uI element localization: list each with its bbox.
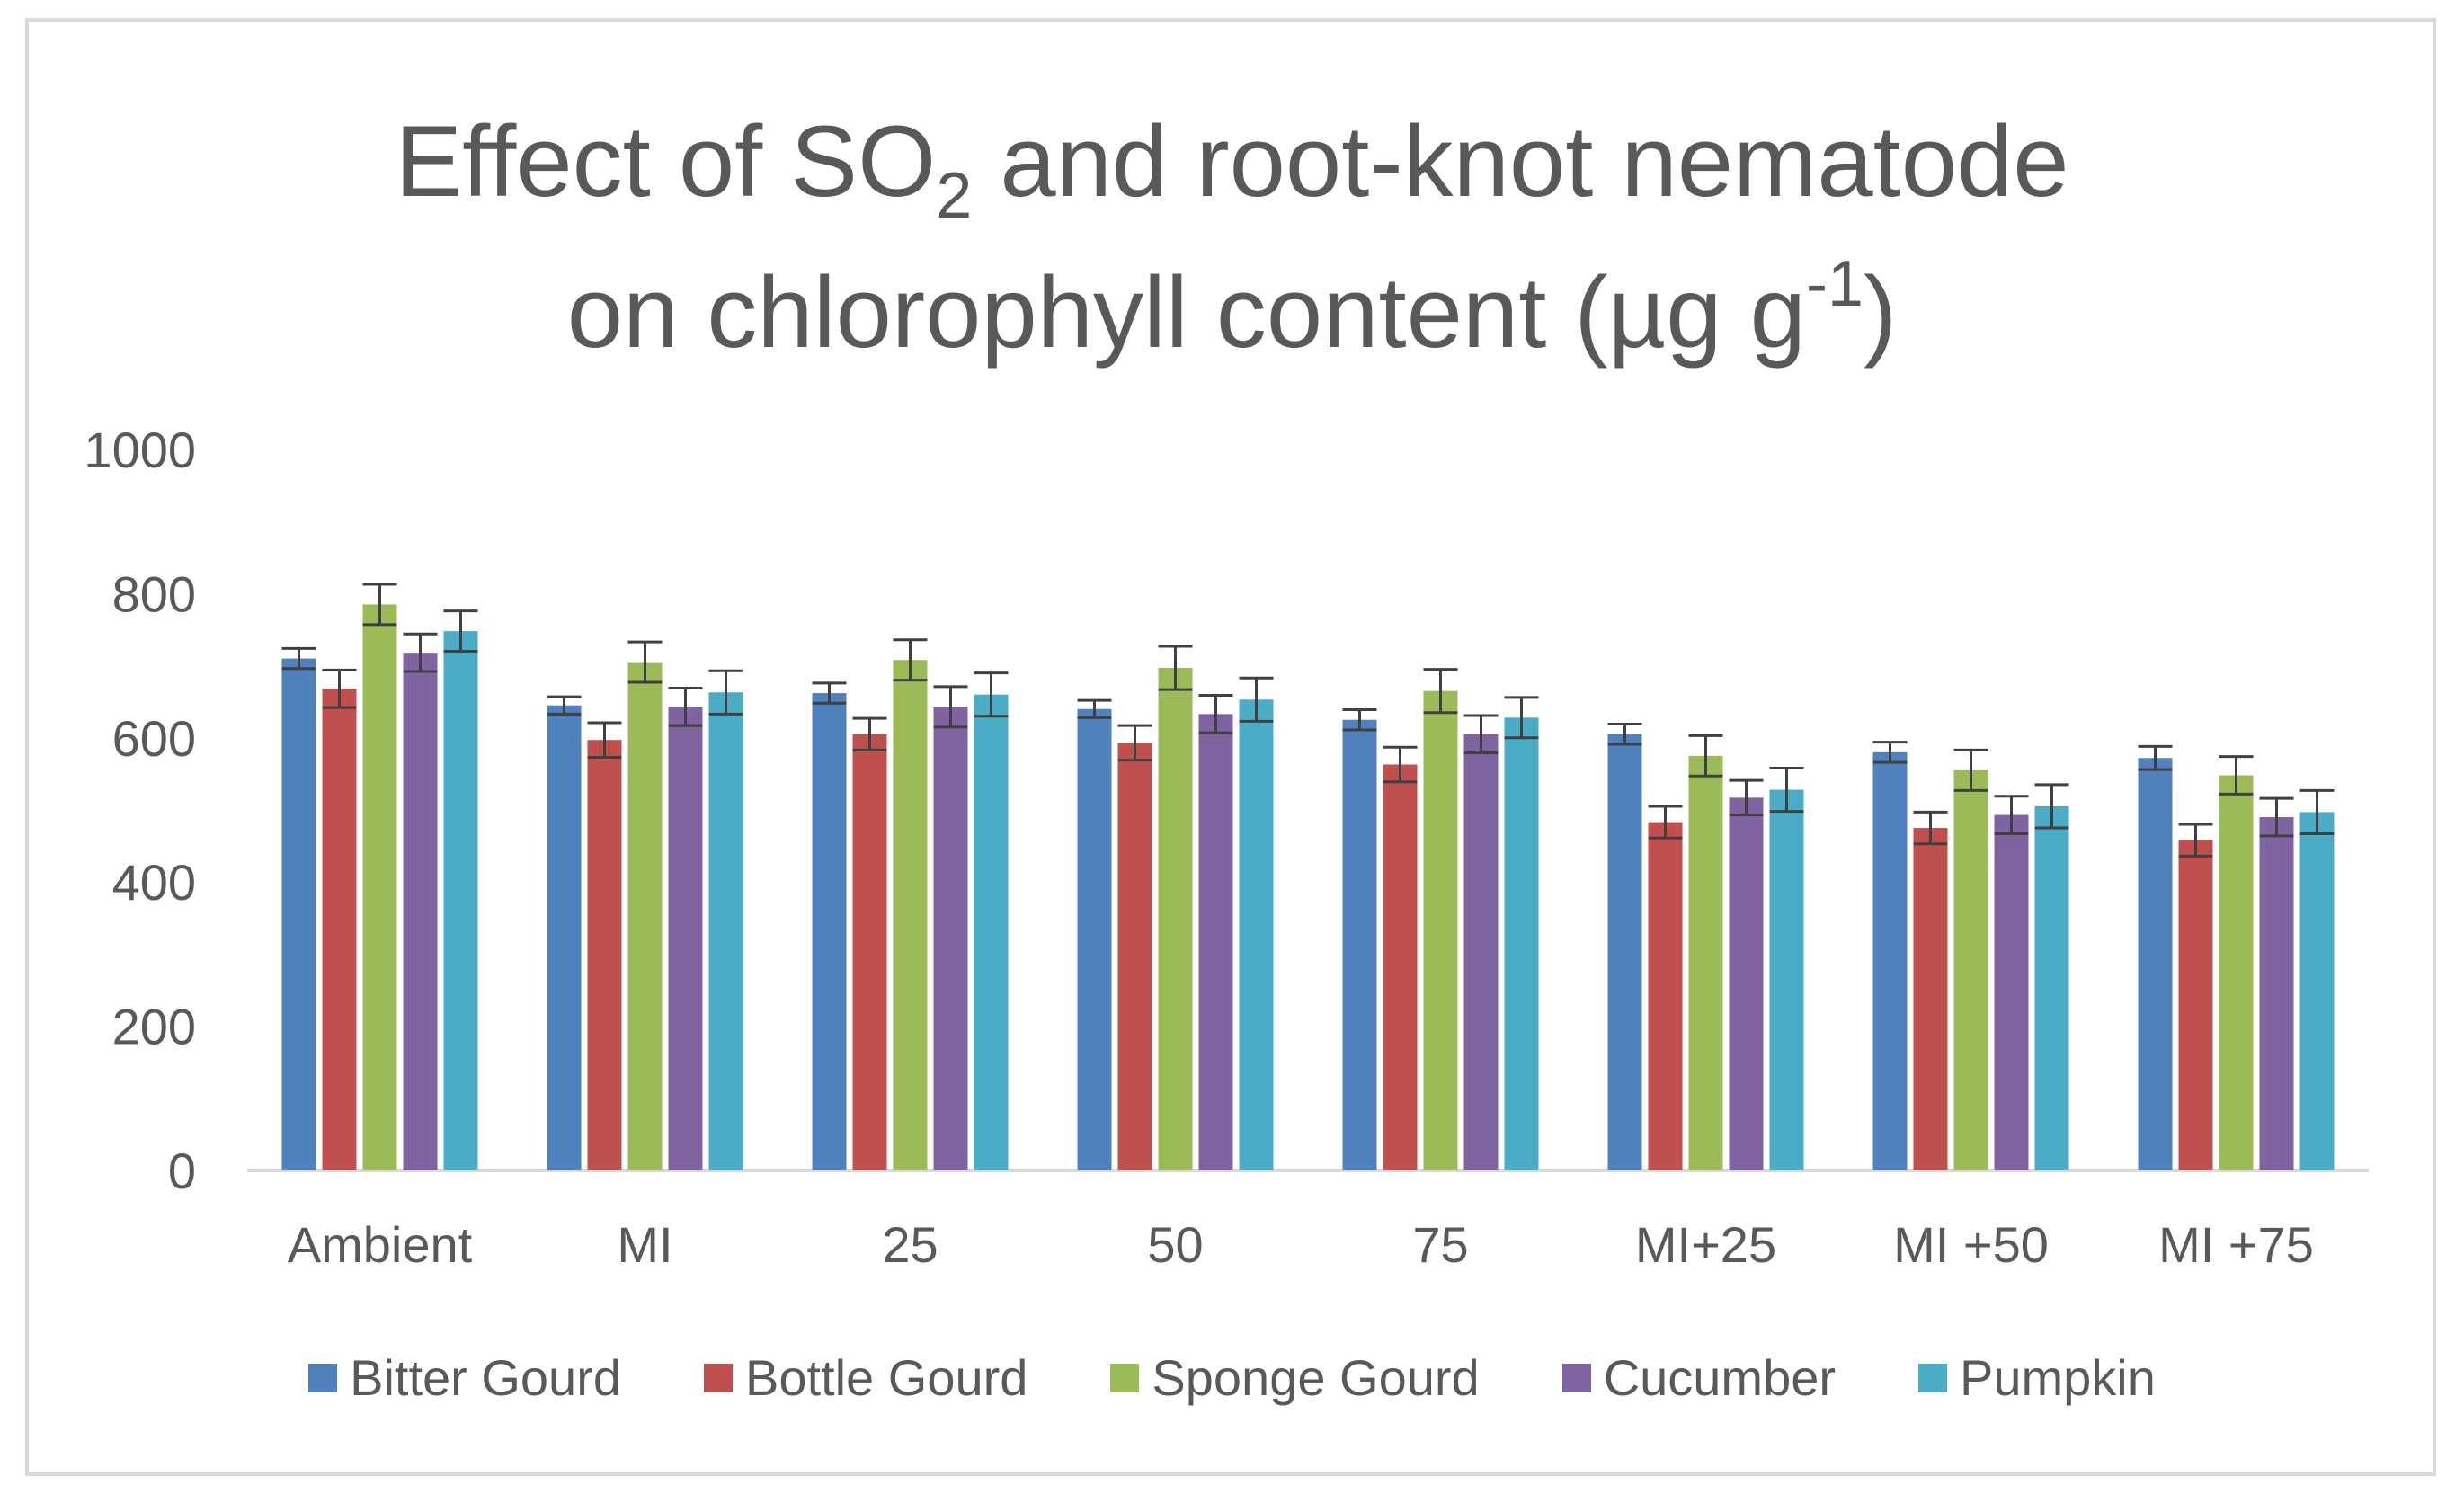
bar xyxy=(893,660,928,1170)
legend-swatch xyxy=(1561,1363,1591,1392)
legend-swatch xyxy=(1918,1363,1948,1392)
legend-swatch xyxy=(308,1363,338,1392)
y-tick-label: 1000 xyxy=(84,422,196,478)
y-tick-label: 600 xyxy=(112,710,196,767)
x-tick-label: MI +50 xyxy=(1893,1216,2049,1273)
bar xyxy=(2034,805,2069,1170)
bar xyxy=(1077,708,1112,1170)
bar xyxy=(1158,668,1193,1170)
bar xyxy=(1729,797,1764,1170)
title-text: on chlorophyll content (µg g xyxy=(566,256,1806,369)
bar xyxy=(974,694,1009,1170)
bar xyxy=(2178,840,2213,1170)
bar xyxy=(362,604,397,1170)
bar xyxy=(1688,755,1723,1170)
legend-label: Pumpkin xyxy=(1960,1349,2156,1406)
bar xyxy=(1504,717,1539,1170)
bar xyxy=(668,707,703,1170)
chart-title-line-1: Effect of SO2 and root-knot nematode xyxy=(0,86,2464,237)
bar xyxy=(2299,812,2335,1170)
legend-label: Bottle Gourd xyxy=(745,1349,1028,1406)
title-text: Effect of SO xyxy=(395,105,937,218)
x-tick-label: MI +75 xyxy=(2158,1216,2314,1273)
y-tick-label: 200 xyxy=(112,999,196,1055)
legend-swatch xyxy=(704,1363,733,1392)
legend: Bitter Gourd Bottle Gourd Sponge Gourd Cucu… xyxy=(0,1348,2464,1407)
x-tick-label: MI+25 xyxy=(1635,1216,1776,1273)
bar xyxy=(933,707,968,1170)
bar xyxy=(1198,714,1233,1170)
bar xyxy=(852,734,887,1170)
bar xyxy=(1769,789,1804,1170)
bar xyxy=(1383,764,1418,1170)
chart-title: Effect of SO2 and root-knot nematode on … xyxy=(0,86,2464,388)
bar xyxy=(547,705,582,1170)
y-tick-label: 800 xyxy=(112,565,196,622)
bar xyxy=(1423,690,1458,1170)
bar xyxy=(1994,814,2029,1170)
legend-label: Bitter Gourd xyxy=(350,1349,621,1406)
x-tick-label: 25 xyxy=(882,1216,938,1273)
legend-label: Cucumber xyxy=(1603,1349,1837,1406)
legend-swatch xyxy=(1110,1363,1140,1392)
x-tick-label: MI xyxy=(617,1216,672,1273)
legend-label: Sponge Gourd xyxy=(1152,1349,1480,1406)
legend-item: Pumpkin xyxy=(1918,1348,2156,1407)
x-tick-label: Ambient xyxy=(288,1216,473,1273)
bar xyxy=(2219,775,2254,1170)
bar xyxy=(708,692,743,1170)
bar xyxy=(587,740,622,1170)
legend-item: Bitter Gourd xyxy=(308,1348,621,1407)
x-tick-label: 75 xyxy=(1412,1216,1468,1273)
bar xyxy=(627,662,663,1170)
bar xyxy=(1953,769,1988,1170)
bar xyxy=(322,689,357,1170)
bar xyxy=(281,658,316,1170)
bar xyxy=(1913,828,1948,1170)
title-superscript: -1 xyxy=(1805,248,1864,320)
legend-item: Sponge Gourd xyxy=(1110,1348,1480,1407)
legend-item: Cucumber xyxy=(1561,1348,1837,1407)
bar xyxy=(1607,734,1642,1170)
bar xyxy=(1239,699,1274,1170)
chart-title-line-2: on chlorophyll content (µg g-1) xyxy=(0,237,2464,388)
bar xyxy=(1648,822,1683,1170)
legend-item: Bottle Gourd xyxy=(704,1348,1027,1407)
title-text: and root-knot nematode xyxy=(972,105,2069,218)
y-tick-label: 400 xyxy=(112,854,196,911)
title-text: ) xyxy=(1863,256,1898,369)
bar xyxy=(1463,734,1499,1170)
bar xyxy=(2259,817,2294,1170)
bar xyxy=(443,631,478,1170)
bar xyxy=(2138,758,2173,1170)
bar xyxy=(1342,719,1377,1170)
bar xyxy=(1117,743,1152,1170)
bar xyxy=(1872,752,1908,1170)
y-tick-label: 0 xyxy=(168,1143,196,1199)
x-tick-label: 50 xyxy=(1147,1216,1203,1273)
bar xyxy=(812,693,847,1170)
bar xyxy=(403,653,438,1170)
title-subscript: 2 xyxy=(936,160,973,232)
